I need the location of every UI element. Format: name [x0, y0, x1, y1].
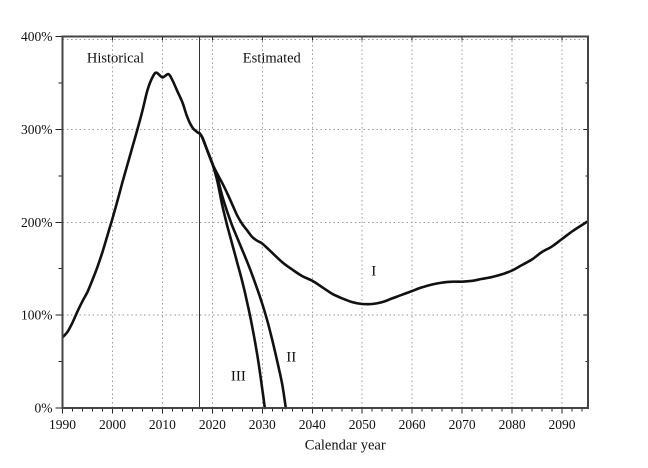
x-tick-label: 2030 — [249, 417, 276, 432]
y-tick-label: 0% — [35, 401, 53, 416]
x-tick-label: 2090 — [549, 417, 576, 432]
y-tick-label: 300% — [21, 122, 53, 137]
label-scenario-ii: II — [286, 349, 297, 366]
x-axis-title: Calendar year — [304, 437, 386, 454]
x-tick-label: 2070 — [449, 417, 476, 432]
x-tick-label: 2010 — [149, 417, 176, 432]
label-historical: Historical — [86, 50, 145, 67]
x-tick-label: 2080 — [499, 417, 526, 432]
x-tick-label: 2000 — [99, 417, 126, 432]
x-tick-label: 2060 — [399, 417, 426, 432]
series-i — [198, 131, 589, 306]
series-historical — [61, 71, 201, 339]
x-tick-label: 1990 — [49, 417, 76, 432]
y-tick-label: 400% — [21, 29, 53, 44]
x-tick-label: 2050 — [349, 417, 376, 432]
series-curves — [61, 71, 589, 410]
series-iii — [198, 131, 267, 410]
y-tick-label: 100% — [21, 308, 53, 323]
axis-ticks — [55, 36, 588, 414]
tick-labels: 1990 2000 2010 2020 2030 2040 2050 2060 2070 2080… — [21, 29, 576, 432]
grid — [62, 36, 588, 408]
y-tick-label: 200% — [21, 215, 53, 230]
x-tick-label: 2040 — [299, 417, 326, 432]
label-scenario-iii: III — [230, 368, 246, 385]
x-tick-label: 2020 — [199, 417, 226, 432]
label-estimated: Estimated — [242, 50, 301, 67]
plot-border — [61, 35, 589, 409]
label-scenario-i: I — [371, 263, 377, 280]
